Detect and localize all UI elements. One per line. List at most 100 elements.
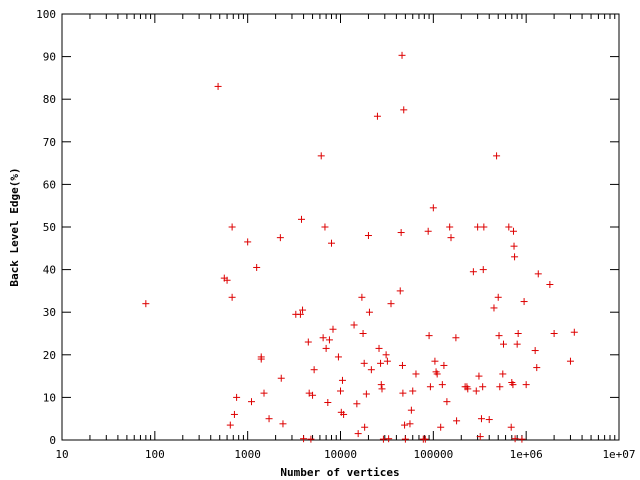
data-point [453,417,461,425]
data-point [474,223,482,231]
data-point [334,353,342,361]
data-point [533,364,541,372]
data-point [276,234,284,242]
data-point [479,383,487,391]
data-point [507,423,515,431]
data-point [397,229,405,237]
data-point [307,435,315,443]
data-point [437,423,445,431]
data-point [304,338,312,346]
data-point [358,293,366,301]
data-point [300,435,308,443]
data-point [425,332,433,340]
data-point [297,215,305,223]
y-tick-label: 40 [43,264,56,277]
data-point [534,270,542,278]
data-point [361,423,369,431]
x-axis-title: Number of vertices [280,466,399,479]
y-tick-label: 100 [36,8,56,21]
data-point [228,223,236,231]
data-point [398,51,406,59]
data-point [518,435,526,443]
data-point [337,387,344,395]
data-point [477,415,485,423]
data-point [400,106,408,114]
plot-frame [61,13,620,441]
y-tick-label: 90 [43,51,56,64]
data-point [496,383,504,391]
data-point [367,366,375,374]
data-point [223,276,231,284]
data-point [296,310,304,318]
data-point [522,381,530,389]
data-point [385,435,393,443]
data-point [510,242,518,250]
x-tick-label: 100000 [413,448,453,461]
data-point [505,223,513,231]
data-point [406,420,414,428]
data-point [317,152,325,160]
data-point [383,357,391,365]
data-point [443,398,451,406]
data-point [377,381,385,389]
data-point [338,376,346,384]
data-point [479,266,487,274]
data-point [514,330,522,337]
data-point [377,359,385,367]
data-point [214,82,222,90]
data-point [509,381,517,389]
x-tick-label: 100 [145,448,165,461]
x-tick-label: 10 [55,448,68,461]
data-point [407,406,415,414]
data-point [248,398,256,406]
data-point [396,287,404,295]
data-point [511,253,519,261]
y-tick-label: 60 [43,178,56,191]
data-point [550,330,558,337]
data-point [310,366,318,374]
data-point [373,112,381,120]
data-point [511,435,519,443]
data-point [494,293,502,301]
data-point [475,372,483,380]
data-point [480,223,488,231]
x-tick-label: 1e+07 [602,448,635,461]
y-axis-title: Back Level Edge(%) [8,167,21,286]
data-point [490,304,498,312]
data-point [446,223,454,231]
data-point [230,410,238,418]
data-point [399,389,407,397]
data-point [359,330,367,337]
data-point [364,232,372,240]
data-point [226,421,234,429]
data-point [401,435,409,443]
data-point [440,361,448,369]
data-point [253,263,261,271]
data-point [387,300,395,308]
data-point [228,293,236,301]
data-point [325,336,333,344]
data-point [362,390,370,398]
data-point [277,374,285,382]
data-point [319,334,327,342]
data-points [142,51,578,443]
data-point [429,204,437,212]
data-point [500,340,508,348]
data-point [340,410,348,418]
data-point [531,347,539,355]
data-point [324,399,332,407]
y-tick-label: 10 [43,391,56,404]
axis-ticks [61,13,620,441]
data-point [472,387,480,395]
data-point [401,421,409,429]
data-point [353,400,361,408]
data-point [520,298,528,306]
y-tick-label: 20 [43,349,56,362]
data-point [546,281,554,289]
data-point [309,391,317,399]
data-point [424,227,432,235]
data-point [409,387,417,395]
data-point [328,239,336,247]
data-point [322,344,330,352]
